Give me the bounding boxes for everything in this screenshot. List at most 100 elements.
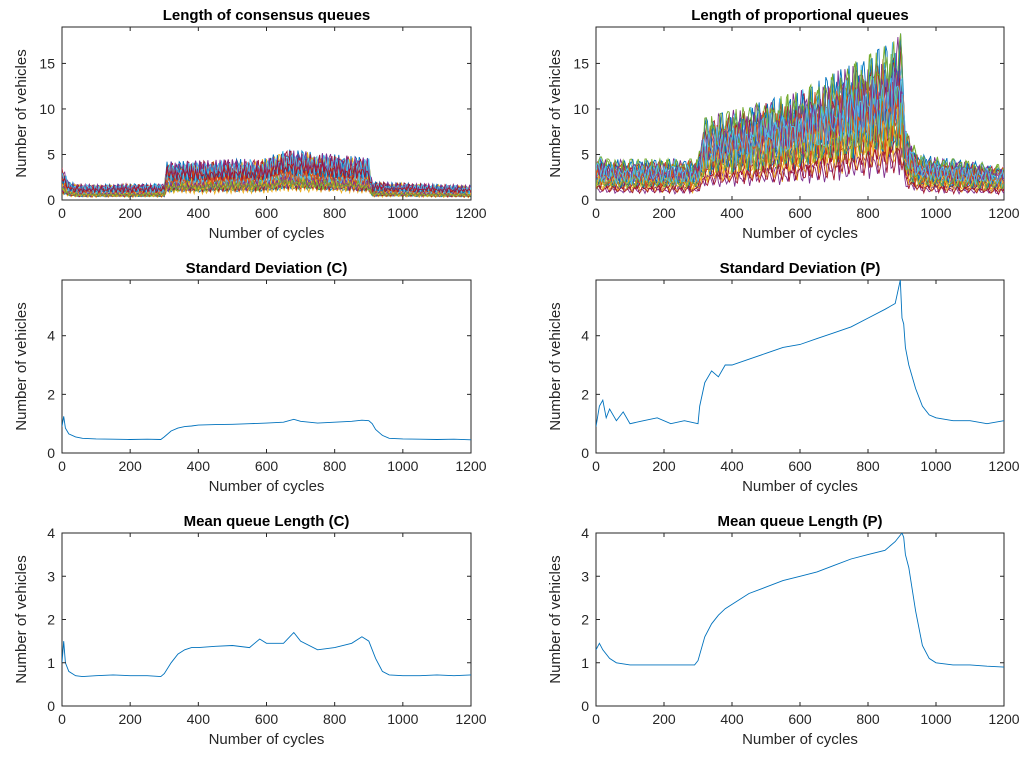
y-axis-label: Number of vehicles [13, 49, 30, 177]
x-tick-label: 800 [323, 205, 347, 221]
queue-series-line [62, 150, 471, 195]
y-tick-label: 10 [39, 101, 55, 117]
x-tick-label: 600 [255, 458, 279, 474]
y-axis-label: Number of vehicles [547, 49, 564, 177]
chart-title: Standard Deviation (P) [720, 260, 881, 277]
queue-series-line [596, 98, 1004, 189]
x-tick-label: 1200 [988, 205, 1019, 221]
x-tick-label: 200 [118, 205, 142, 221]
x-tick-label: 0 [592, 458, 600, 474]
x-tick-label: 600 [255, 711, 279, 727]
y-tick-label: 15 [573, 55, 589, 71]
plot-area [61, 279, 472, 454]
series-line [62, 631, 471, 678]
y-tick-label: 3 [581, 568, 589, 584]
queue-series-line [596, 146, 1004, 196]
x-tick-label: 400 [720, 458, 744, 474]
x-tick-label: 1000 [920, 205, 951, 221]
y-tick-label: 0 [581, 445, 589, 461]
x-tick-label: 400 [187, 205, 211, 221]
chart-mean-queue-p: 0 200 400 600 800 1000 1200 0 1 2 3 4 Mean queue Len… [547, 513, 1020, 748]
chart-title: Length of consensus queues [163, 7, 371, 24]
chart-consensus-queues: 0 200 400 600 800 1000 1200 0 5 10 15 Length of con… [13, 7, 487, 242]
x-tick-label: 1000 [387, 711, 418, 727]
series-line [596, 280, 1004, 427]
y-axis-label: Number of vehicles [13, 302, 30, 430]
x-tick-label: 1200 [455, 711, 486, 727]
y-tick-label: 15 [39, 55, 55, 71]
y-tick-label: 10 [573, 101, 589, 117]
x-tick-label: 400 [720, 711, 744, 727]
queue-series-line [62, 176, 471, 198]
y-tick-label: 1 [581, 655, 589, 671]
y-tick-label: 0 [47, 445, 55, 461]
x-axis-label: Number of cycles [742, 478, 858, 495]
x-tick-label: 600 [788, 458, 812, 474]
y-tick-label: 5 [581, 146, 589, 162]
y-tick-label: 2 [47, 612, 55, 628]
x-axis-label: Number of cycles [209, 225, 325, 242]
chart-title: Length of proportional queues [691, 7, 909, 24]
x-tick-label: 200 [652, 711, 676, 727]
x-axis-label: Number of cycles [209, 731, 325, 748]
chart-proportional-queues: 0 200 400 600 800 1000 1200 0 5 10 15 Length of pro… [547, 7, 1020, 242]
y-tick-label: 2 [581, 386, 589, 402]
y-tick-label: 4 [581, 328, 589, 344]
x-tick-label: 400 [187, 711, 211, 727]
series-group [62, 631, 471, 678]
x-tick-label: 0 [58, 711, 66, 727]
x-tick-label: 1000 [920, 458, 951, 474]
chart-std-dev-c: 0 200 400 600 800 1000 1200 0 2 4 Standard Deviati… [13, 260, 487, 495]
x-tick-label: 1200 [455, 458, 486, 474]
y-tick-label: 0 [47, 698, 55, 714]
y-tick-label: 5 [47, 146, 55, 162]
chart-title: Mean queue Length (C) [184, 513, 350, 530]
x-tick-label: 800 [323, 711, 347, 727]
x-tick-label: 1000 [387, 205, 418, 221]
queue-series-line [596, 67, 1004, 186]
chart-title: Mean queue Length (P) [718, 513, 883, 530]
y-tick-label: 2 [581, 612, 589, 628]
x-axis-label: Number of cycles [742, 225, 858, 242]
queue-series-line [596, 108, 1004, 192]
x-axis-label: Number of cycles [209, 478, 325, 495]
y-tick-label: 2 [47, 386, 55, 402]
queue-series-line [596, 77, 1004, 186]
x-tick-label: 600 [788, 711, 812, 727]
series-group [596, 33, 1004, 196]
x-tick-label: 0 [58, 458, 66, 474]
x-tick-label: 200 [118, 711, 142, 727]
y-tick-label: 4 [47, 525, 55, 541]
series-group [596, 280, 1004, 427]
x-axis-label: Number of cycles [742, 731, 858, 748]
x-tick-label: 600 [788, 205, 812, 221]
queue-series-line [62, 177, 471, 197]
y-tick-label: 3 [47, 568, 55, 584]
x-tick-label: 800 [856, 458, 880, 474]
y-tick-label: 0 [581, 192, 589, 208]
x-tick-label: 200 [118, 458, 142, 474]
x-tick-label: 0 [592, 711, 600, 727]
y-tick-label: 4 [581, 525, 589, 541]
y-axis-label: Number of vehicles [547, 555, 564, 683]
series-group [62, 416, 471, 441]
x-tick-label: 400 [720, 205, 744, 221]
chart-mean-queue-c: 0 200 400 600 800 1000 1200 0 1 2 3 4 Mean queue Len… [13, 513, 487, 748]
chart-std-dev-p: 0 200 400 600 800 1000 1200 0 2 4 Standard Deviati… [547, 260, 1020, 495]
series-line [596, 533, 1004, 668]
plot-area [61, 532, 472, 707]
series-group [596, 533, 1004, 668]
x-tick-label: 800 [856, 711, 880, 727]
x-tick-label: 1000 [920, 711, 951, 727]
x-tick-label: 600 [255, 205, 279, 221]
x-tick-label: 1000 [387, 458, 418, 474]
y-axis-label: Number of vehicles [13, 555, 30, 683]
x-tick-label: 800 [323, 458, 347, 474]
series-line [62, 416, 471, 441]
x-tick-label: 1200 [988, 711, 1019, 727]
x-tick-label: 1200 [455, 205, 486, 221]
y-tick-label: 0 [581, 698, 589, 714]
series-group [62, 149, 471, 199]
plot-area [595, 532, 1005, 707]
